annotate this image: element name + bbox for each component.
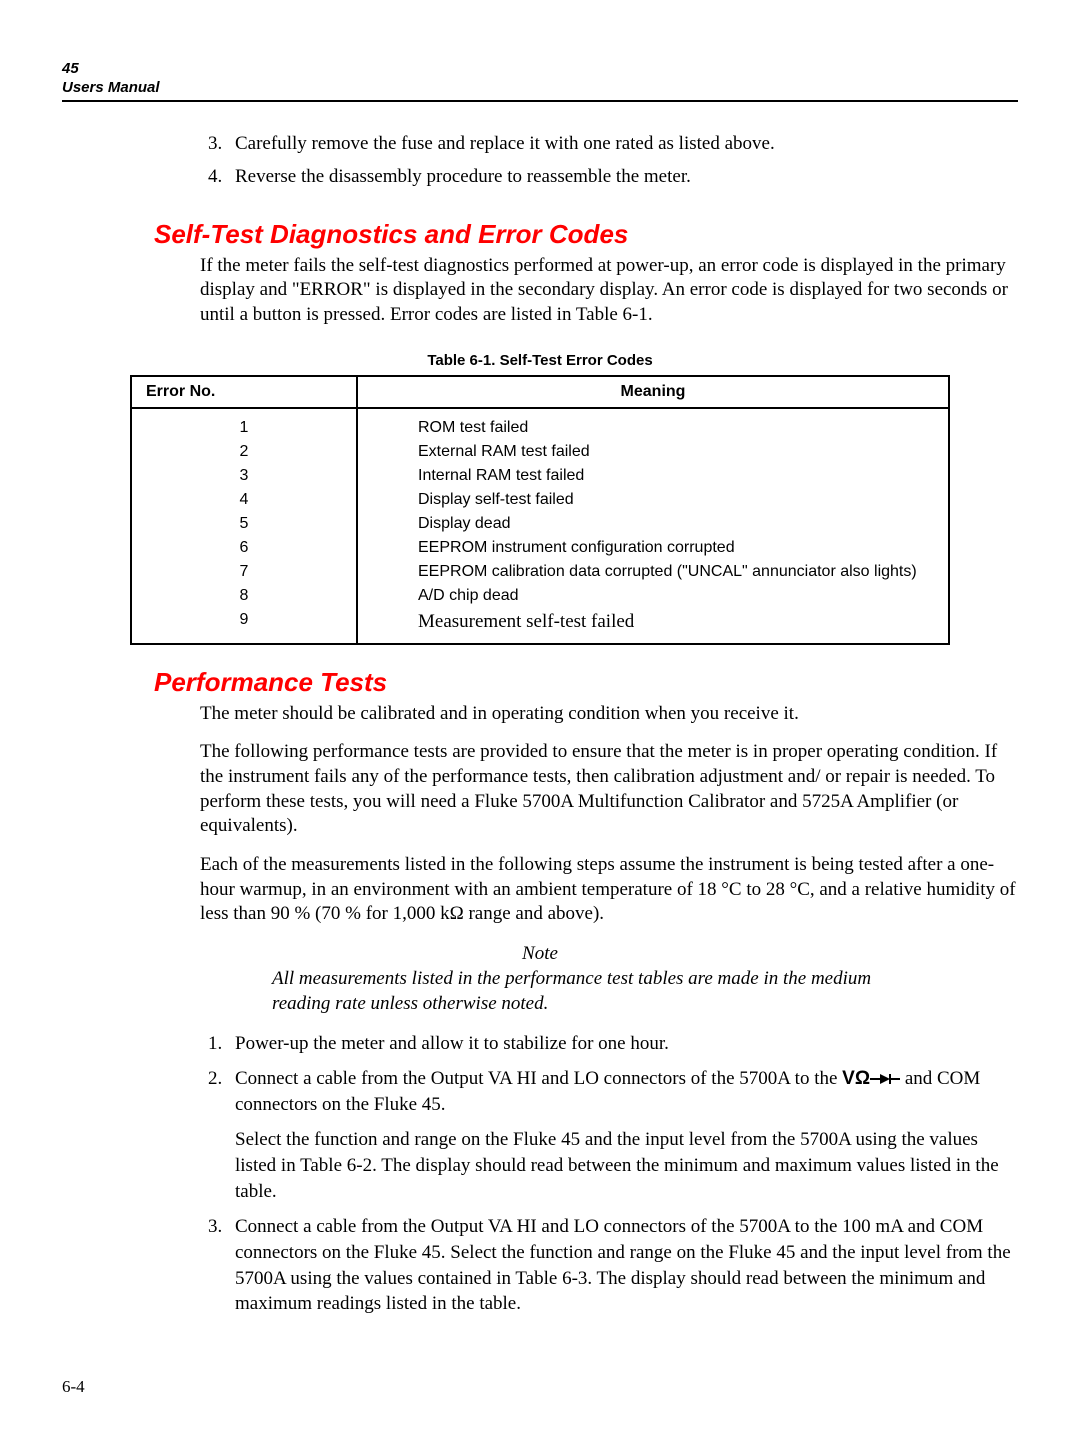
table-row: 9 Measurement self-test failed [131,608,949,644]
perf-step-2: Connect a cable from the Output VA HI an… [227,1066,1018,1204]
selftest-para: If the meter fails the self-test diagnos… [200,254,1018,328]
cell-error-no: 4 [131,488,357,512]
cell-meaning: A/D chip dead [357,584,949,608]
fuse-steps-list: Carefully remove the fuse and replace it… [62,130,1018,191]
cell-meaning: Measurement self-test failed [357,608,949,644]
perf-step-2a: Connect a cable from the Output VA HI an… [235,1068,842,1089]
page-number: 6-4 [62,1377,1018,1397]
diode-icon [870,1072,900,1086]
perf-heading: Performance Tests [154,667,1018,698]
col-header-error-no: Error No. [131,376,357,408]
error-codes-table: Error No. Meaning 1 ROM test failed 2 Ex… [130,375,950,645]
cell-error-no: 1 [131,408,357,440]
cell-meaning: ROM test failed [357,408,949,440]
page-header: 45 Users Manual [62,60,1018,102]
col-header-meaning: Meaning [357,376,949,408]
cell-meaning: EEPROM calibration data corrupted ("UNCA… [357,560,949,584]
perf-p2: The following performance tests are prov… [200,740,1018,839]
table-row: 2 External RAM test failed [131,440,949,464]
cell-error-no: 2 [131,440,357,464]
cell-meaning: EEPROM instrument configuration corrupte… [357,536,949,560]
cell-error-no: 8 [131,584,357,608]
table-row: 1 ROM test failed [131,408,949,440]
table-header-row: Error No. Meaning [131,376,949,408]
table-caption: Table 6-1. Self-Test Error Codes [62,352,1018,369]
model-number: 45 [62,60,1018,79]
note-label: Note [62,943,1018,965]
cell-error-no: 6 [131,536,357,560]
perf-p3: Each of the measurements listed in the f… [200,853,1018,927]
table-row: 6 EEPROM instrument configuration corrup… [131,536,949,560]
perf-step-3: Connect a cable from the Output VA HI an… [227,1214,1018,1317]
cell-meaning: Internal RAM test failed [357,464,949,488]
fuse-step-4: Reverse the disassembly procedure to rea… [227,163,1018,191]
cell-error-no: 7 [131,560,357,584]
table-row: 7 EEPROM calibration data corrupted ("UN… [131,560,949,584]
table-row: 5 Display dead [131,512,949,536]
cell-error-no: 9 [131,608,357,644]
v-ohm-symbol: VΩ [842,1068,870,1089]
perf-steps-list: Power-up the meter and allow it to stabi… [62,1031,1018,1317]
cell-meaning: Display dead [357,512,949,536]
note-body: All measurements listed in the performan… [272,967,898,1016]
table-row: 8 A/D chip dead [131,584,949,608]
cell-meaning: External RAM test failed [357,440,949,464]
perf-step-2-p2: Select the function and range on the Flu… [235,1127,1018,1204]
doc-title: Users Manual [62,79,1018,98]
selftest-heading: Self-Test Diagnostics and Error Codes [154,219,1018,250]
fuse-step-3: Carefully remove the fuse and replace it… [227,130,1018,158]
cell-meaning: Display self-test failed [357,488,949,512]
table-row: 4 Display self-test failed [131,488,949,512]
perf-p1: The meter should be calibrated and in op… [200,702,1018,727]
cell-error-no: 3 [131,464,357,488]
perf-step-1: Power-up the meter and allow it to stabi… [227,1031,1018,1057]
cell-error-no: 5 [131,512,357,536]
page: 45 Users Manual Carefully remove the fus… [0,0,1080,1437]
table-row: 3 Internal RAM test failed [131,464,949,488]
